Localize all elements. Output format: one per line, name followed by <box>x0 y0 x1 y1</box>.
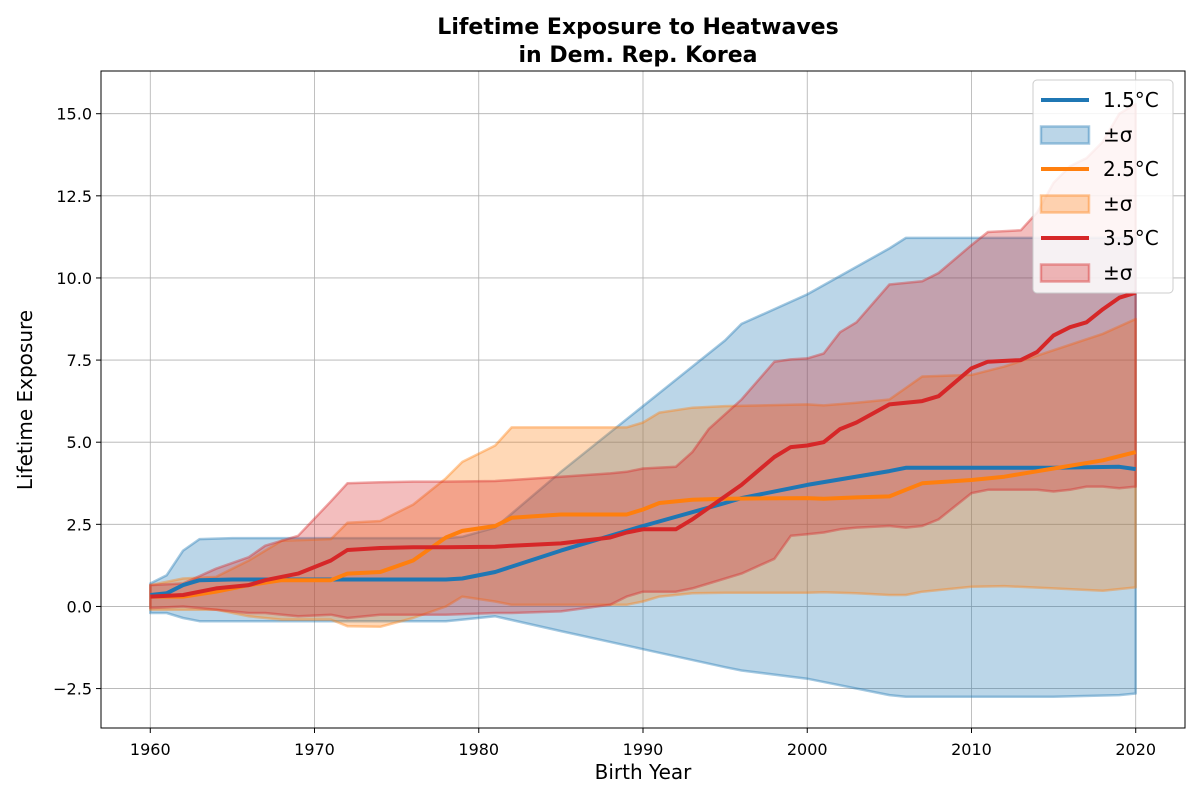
x-tick-label: 1980 <box>458 740 499 759</box>
y-tick-label: 15.0 <box>56 105 92 124</box>
series-lines <box>150 290 1137 599</box>
legend-label-0: 1.5°C <box>1103 88 1159 112</box>
x-tick-label: 1970 <box>294 740 335 759</box>
band-series-2 <box>149 102 1137 620</box>
y-tick-label: 7.5 <box>67 351 92 370</box>
legend-band-label-0: ±σ <box>1103 123 1133 147</box>
legend-band-label-1: ±σ <box>1103 192 1133 216</box>
y-axis-label: Lifetime Exposure <box>13 310 37 490</box>
chart-title-line-2: in Dem. Rep. Korea <box>518 43 757 68</box>
y-tick-label: −2.5 <box>53 680 92 699</box>
x-axis-label: Birth Year <box>595 760 692 784</box>
x-axis-ticks: 1960 1970 1980 1990 2000 2010 2020 <box>130 728 1156 759</box>
y-tick-label: 12.5 <box>56 187 92 206</box>
legend-band-swatch-2 <box>1039 263 1091 283</box>
x-tick-label: 1960 <box>130 740 171 759</box>
y-tick-label: 2.5 <box>67 515 92 534</box>
y-axis-ticks: −2.5 0.0 2.5 5.0 7.5 10.0 12.5 15.0 <box>53 105 101 699</box>
legend-band-swatch-1 <box>1039 194 1091 214</box>
x-tick-label: 2010 <box>951 740 992 759</box>
legend-band-swatch-0 <box>1039 125 1091 145</box>
x-tick-label: 1990 <box>623 740 664 759</box>
y-tick-label: 0.0 <box>67 597 92 616</box>
legend: 1.5°C ±σ 2.5°C ±σ 3.5°C ±σ <box>1032 79 1174 294</box>
uncertainty-bands <box>149 102 1137 699</box>
band-series-1 <box>149 317 1137 629</box>
line-series-1 <box>150 450 1137 599</box>
legend-band-label-2: ±σ <box>1103 261 1133 285</box>
line-series-2 <box>150 290 1137 599</box>
x-tick-label: 2000 <box>787 740 828 759</box>
line-series-0 <box>150 464 1136 597</box>
y-tick-label: 10.0 <box>56 269 92 288</box>
legend-label-1: 2.5°C <box>1103 157 1159 181</box>
legend-label-2: 3.5°C <box>1103 226 1159 250</box>
chart-title-line-1: Lifetime Exposure to Heatwaves <box>437 15 838 40</box>
x-tick-label: 2020 <box>1115 740 1156 759</box>
y-tick-label: 5.0 <box>67 433 92 452</box>
